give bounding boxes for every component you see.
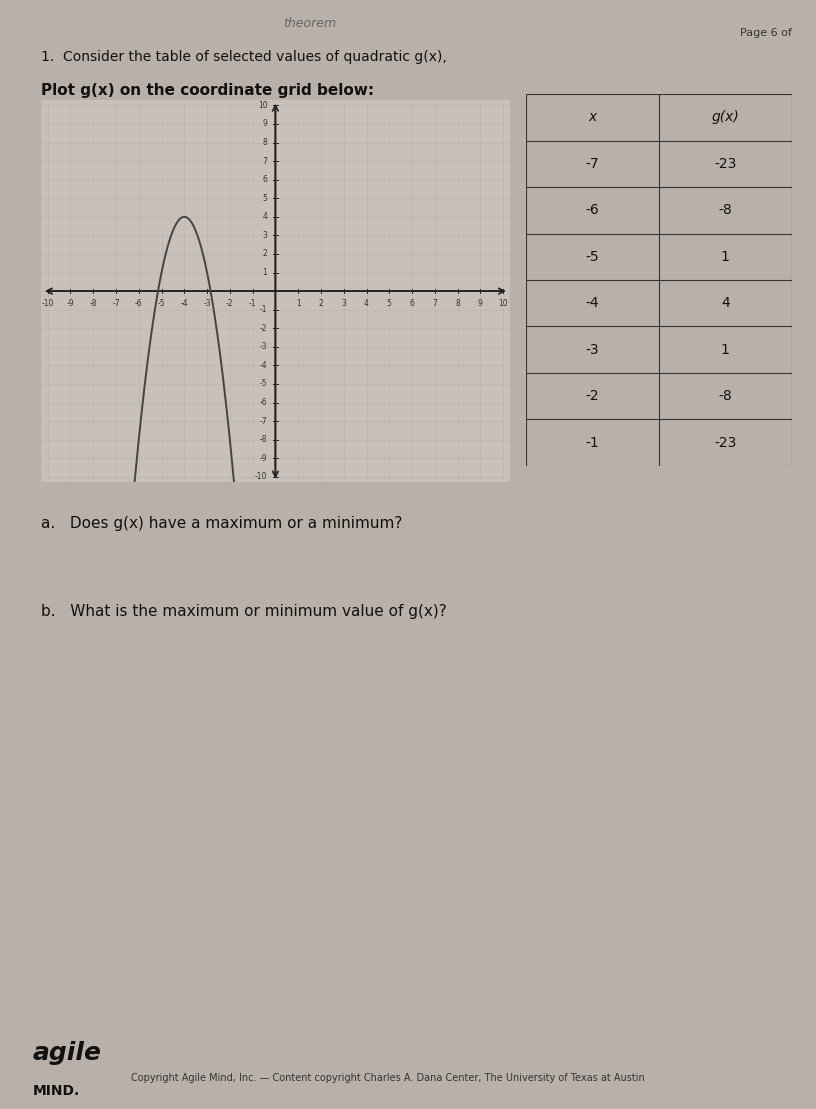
Text: Plot g(x) on the coordinate grid below:: Plot g(x) on the coordinate grid below: [41,83,374,99]
Text: -10: -10 [42,299,54,308]
Text: -6: -6 [135,299,143,308]
Text: -9: -9 [259,454,268,462]
Text: 7: 7 [432,299,437,308]
Text: -9: -9 [67,299,74,308]
Text: 6: 6 [263,175,268,184]
Text: 5: 5 [387,299,392,308]
Text: 2: 2 [318,299,323,308]
Text: -23: -23 [714,436,736,449]
Text: -5: -5 [259,379,268,388]
Text: 9: 9 [263,120,268,129]
Text: -3: -3 [586,343,600,357]
Text: 1.  Consider the table of selected values of quadratic g(x),: 1. Consider the table of selected values… [41,50,446,64]
Text: -5: -5 [157,299,166,308]
Text: -4: -4 [180,299,188,308]
Text: -6: -6 [586,203,600,217]
Text: -6: -6 [259,398,268,407]
Text: 1: 1 [721,250,730,264]
Text: -23: -23 [714,157,736,171]
Text: -7: -7 [112,299,120,308]
Text: -8: -8 [718,389,732,403]
Text: agile: agile [33,1040,102,1065]
Text: -8: -8 [718,203,732,217]
Text: 8: 8 [455,299,460,308]
Text: -5: -5 [586,250,600,264]
Text: -8: -8 [260,435,268,445]
Text: a.   Does g(x) have a maximum or a minimum?: a. Does g(x) have a maximum or a minimum… [41,516,402,531]
Text: -7: -7 [586,157,600,171]
Text: -1: -1 [586,436,600,449]
Text: -2: -2 [260,324,268,333]
Text: 3: 3 [263,231,268,240]
Text: MIND.: MIND. [33,1083,80,1098]
Text: 8: 8 [263,138,268,147]
Text: -3: -3 [203,299,211,308]
Text: 1: 1 [263,268,268,277]
Text: Page 6 of: Page 6 of [739,28,792,38]
Text: 2: 2 [263,250,268,258]
Text: -1: -1 [249,299,256,308]
Text: 5: 5 [263,194,268,203]
Text: -7: -7 [259,417,268,426]
Text: 1: 1 [721,343,730,357]
Text: -4: -4 [586,296,600,311]
Text: Copyright Agile Mind, Inc. — Content copyright Charles A. Dana Center, The Unive: Copyright Agile Mind, Inc. — Content cop… [131,1072,645,1083]
Text: 3: 3 [341,299,346,308]
Text: 10: 10 [258,101,268,110]
Text: 9: 9 [478,299,483,308]
Text: 10: 10 [499,299,508,308]
Text: -8: -8 [90,299,97,308]
Text: g(x): g(x) [712,111,739,124]
Text: x: x [588,111,596,124]
Text: 4: 4 [263,212,268,222]
Text: -10: -10 [255,472,268,481]
Text: 4: 4 [721,296,730,311]
Text: -4: -4 [259,360,268,370]
Text: 1: 1 [296,299,300,308]
Text: -2: -2 [226,299,233,308]
Text: -3: -3 [259,343,268,352]
Text: 7: 7 [263,156,268,165]
Text: 4: 4 [364,299,369,308]
Text: b.   What is the maximum or minimum value of g(x)?: b. What is the maximum or minimum value … [41,604,446,620]
Text: -2: -2 [586,389,600,403]
Text: theorem: theorem [283,17,337,30]
Text: -1: -1 [260,305,268,314]
Text: 6: 6 [410,299,415,308]
